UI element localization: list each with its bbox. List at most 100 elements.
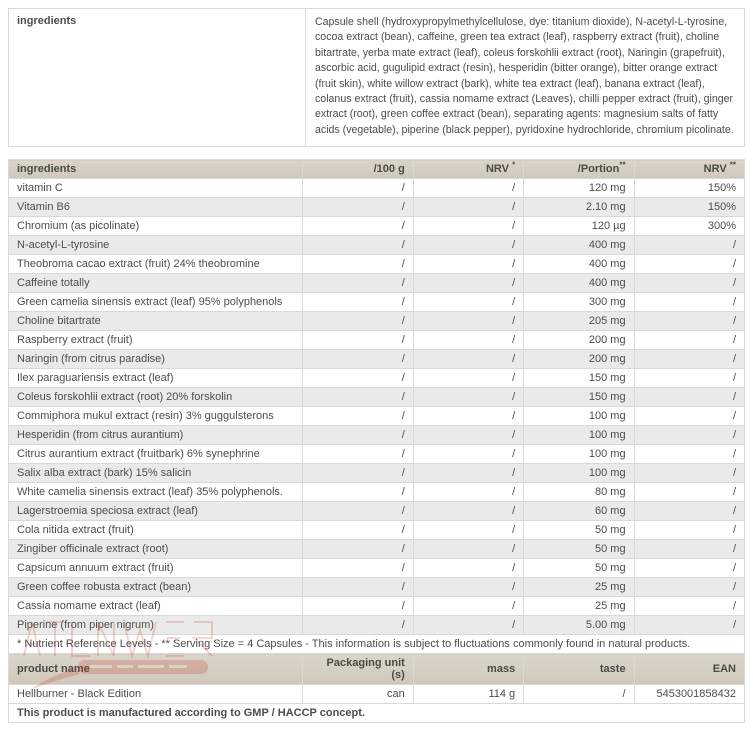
per-100g-cell: /: [302, 387, 414, 408]
per-100g-cell: /: [302, 444, 414, 465]
per-portion-cell: 50 mg: [523, 539, 635, 560]
nutrition-row: Cassia nomame extract (leaf) //25 mg /: [7, 596, 746, 617]
nutrition-header-row: ingredients /100 g NRV * /Portion** NRV …: [7, 159, 746, 180]
per-100g-cell: /: [302, 558, 414, 579]
nutrition-row: Naringin (from citrus paradise) //200 mg /: [7, 349, 746, 370]
nutrition-row: Hesperidin (from citrus aurantium) //100 …: [7, 425, 746, 446]
nrv-portion-cell: /: [633, 615, 746, 636]
per-portion-cell: 100 mg: [523, 406, 635, 427]
ingredients-block: ingredients Capsule shell (hydroxypropyl…: [8, 8, 745, 148]
per-100g-cell: /: [302, 216, 414, 237]
ingredients-label: ingredients: [9, 9, 306, 147]
per-portion-cell: 25 mg: [523, 596, 635, 617]
per-portion-cell: 200 mg: [523, 349, 635, 370]
nrv-100g-cell: /: [412, 197, 525, 218]
nrv-portion-cell: /: [633, 273, 746, 294]
ingredient-name-cell: Raspberry extract (fruit): [7, 330, 304, 351]
header-nrv-portion: NRV **: [633, 159, 746, 180]
per-portion-cell: 100 mg: [523, 444, 635, 465]
nrv-100g-cell: /: [412, 558, 525, 579]
header-nrv-portion-sup: **: [729, 160, 736, 170]
per-100g-cell: /: [302, 197, 414, 218]
per-100g-cell: /: [302, 273, 414, 294]
nrv-100g-cell: /: [412, 311, 525, 332]
per-100g-cell: /: [302, 539, 414, 560]
nrv-portion-cell: 150%: [633, 197, 746, 218]
header-per-portion-sup: **: [619, 160, 626, 170]
nutrition-row: Caffeine totally //400 mg /: [7, 273, 746, 294]
nrv-100g-cell: /: [412, 539, 525, 560]
mass-cell: 114 g: [412, 684, 525, 705]
nrv-100g-cell: /: [412, 273, 525, 294]
nutrition-row: Vitamin B6//2.10 mg 150%: [7, 197, 746, 218]
nrv-portion-cell: /: [633, 577, 746, 598]
nutrition-table-body: vitamin C //120 mg 150% Vitamin B6//2.10 mg…: [7, 178, 746, 636]
header-mass: mass: [412, 653, 525, 686]
header-ingredients: ingredients: [7, 159, 304, 180]
nrv-100g-cell: /: [412, 330, 525, 351]
per-portion-cell: 400 mg: [523, 273, 635, 294]
nrv-100g-cell: /: [412, 292, 525, 313]
ingredient-name-cell: vitamin C: [7, 178, 304, 199]
ingredient-name-cell: Caffeine totally: [7, 273, 304, 294]
ingredients-text: Capsule shell (hydroxypropylmethylcellul…: [315, 16, 734, 136]
ingredient-name-cell: Naringin (from citrus paradise): [7, 349, 304, 370]
nutrition-row: Ilex paraguariensis extract (leaf) //150 …: [7, 368, 746, 389]
product-name-cell: Hellburner - Black Edition: [7, 684, 304, 705]
nutrition-row: White camelia sinensis extract (leaf) 35…: [7, 482, 746, 503]
nutrition-row: Citrus aurantium extract (fruitbark) 6% …: [7, 444, 746, 465]
per-portion-cell: 25 mg: [523, 577, 635, 598]
ingredient-name-cell: Lagerstroemia speciosa extract (leaf): [7, 501, 304, 522]
ingredient-name-cell: Commiphora mukul extract (resin) 3% gugg…: [7, 406, 304, 427]
nrv-100g-cell: /: [412, 349, 525, 370]
nrv-portion-cell: /: [633, 520, 746, 541]
nutrition-row: vitamin C //120 mg 150%: [7, 178, 746, 199]
per-portion-cell: 150 mg: [523, 387, 635, 408]
footnote-row: * Nutrient Reference Levels - ** Serving…: [8, 634, 745, 655]
nrv-100g-cell: /: [412, 178, 525, 199]
per-portion-cell: 150 mg: [523, 368, 635, 389]
ingredient-name-cell: Capsicum annuum extract (fruit): [7, 558, 304, 579]
nutrition-row: Zingiber officinale extract (root) //50 m…: [7, 539, 746, 560]
nutrition-row: Choline bitartrate //205 mg /: [7, 311, 746, 332]
ingredient-name-cell: N-acetyl-L-tyrosine: [7, 235, 304, 256]
nrv-100g-cell: /: [412, 387, 525, 408]
nrv-100g-cell: /: [412, 216, 525, 237]
header-ean: EAN: [633, 653, 746, 686]
per-100g-cell: /: [302, 349, 414, 370]
ingredient-name-cell: Cola nitida extract (fruit): [7, 520, 304, 541]
per-100g-cell: /: [302, 615, 414, 636]
header-product-name: product name: [7, 653, 304, 686]
per-100g-cell: /: [302, 501, 414, 522]
header-ingredients-label: ingredients: [17, 163, 77, 176]
ingredient-name-cell: Theobroma cacao extract (fruit) 24% theo…: [7, 254, 304, 275]
per-100g-cell: /: [302, 330, 414, 351]
nrv-100g-cell: /: [412, 577, 525, 598]
nrv-100g-cell: /: [412, 520, 525, 541]
nrv-portion-cell: 300%: [633, 216, 746, 237]
nrv-100g-cell: /: [412, 615, 525, 636]
nrv-portion-cell: /: [633, 235, 746, 256]
per-100g-cell: /: [302, 520, 414, 541]
per-100g-cell: /: [302, 577, 414, 598]
nrv-portion-cell: /: [633, 425, 746, 446]
nrv-portion-cell: /: [633, 596, 746, 617]
nutrition-row: Chromium (as picolinate) //120 µg 300%: [7, 216, 746, 237]
nrv-100g-cell: /: [412, 368, 525, 389]
header-taste: taste: [523, 653, 635, 686]
per-100g-cell: /: [302, 406, 414, 427]
nrv-100g-cell: /: [412, 406, 525, 427]
per-100g-cell: /: [302, 463, 414, 484]
ingredient-name-cell: Coleus forskohlii extract (root) 20% for…: [7, 387, 304, 408]
nrv-portion-cell: /: [633, 387, 746, 408]
header-per-100g: /100 g: [302, 159, 414, 180]
taste-cell: /: [523, 684, 635, 705]
nutrition-row: Green camelia sinensis extract (leaf) 95…: [7, 292, 746, 313]
per-100g-cell: /: [302, 235, 414, 256]
ingredient-name-cell: Vitamin B6: [7, 197, 304, 218]
ingredient-name-cell: Citrus aurantium extract (fruitbark) 6% …: [7, 444, 304, 465]
header-nrv-portion-label: NRV: [703, 163, 727, 176]
nutrition-row: Raspberry extract (fruit) //200 mg /: [7, 330, 746, 351]
header-nrv-100g-label: NRV: [485, 163, 509, 176]
